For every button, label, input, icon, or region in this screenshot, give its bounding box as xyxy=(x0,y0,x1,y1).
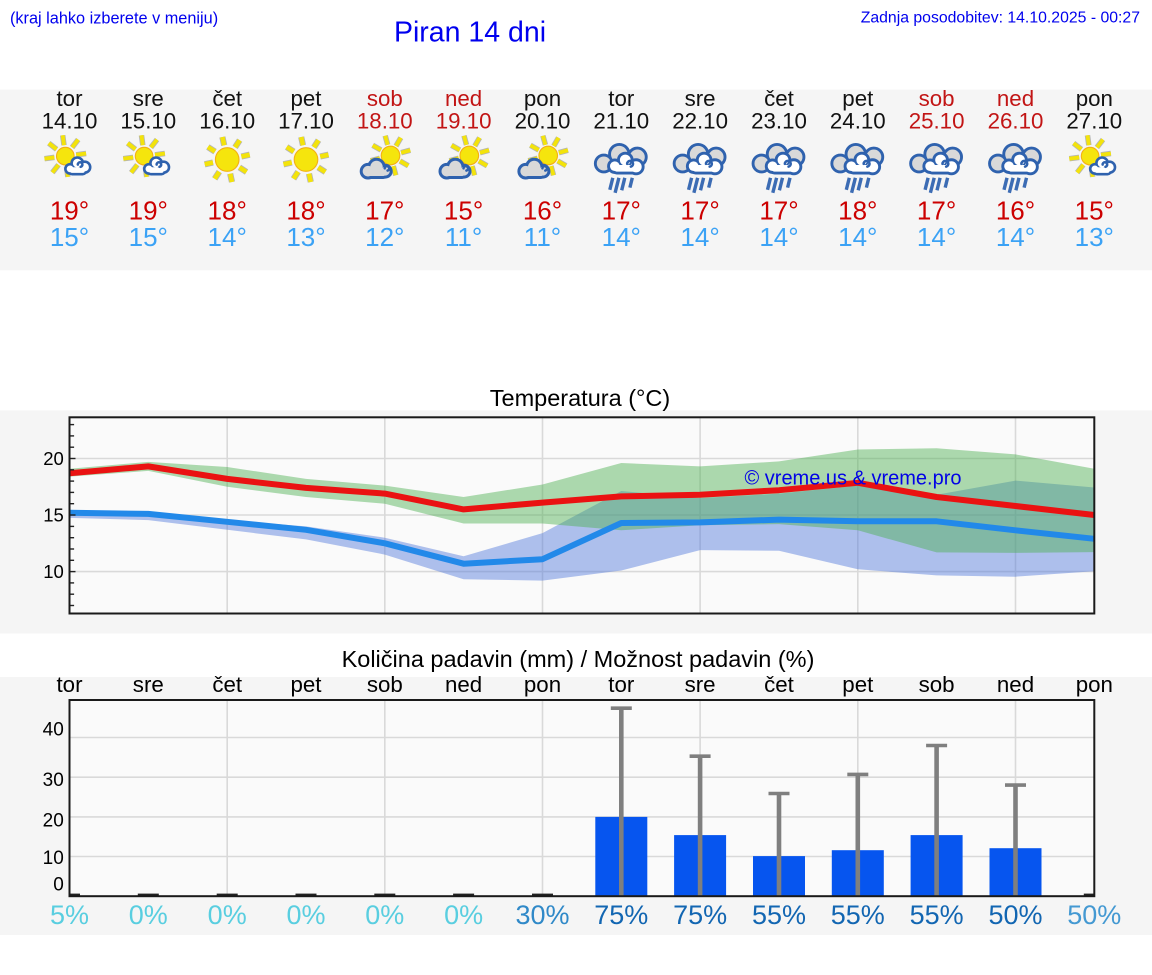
svg-text:17°: 17° xyxy=(365,196,404,226)
svg-text:25.10: 25.10 xyxy=(909,109,965,134)
svg-text:sob: sob xyxy=(919,86,955,111)
svg-text:ned: ned xyxy=(997,672,1034,697)
svg-text:14°: 14° xyxy=(917,222,956,252)
svg-text:16°: 16° xyxy=(996,196,1035,226)
svg-text:Temperatura (°C): Temperatura (°C) xyxy=(490,385,670,411)
svg-text:pet: pet xyxy=(842,672,874,697)
svg-text:55%: 55% xyxy=(910,900,964,930)
svg-text:14.10: 14.10 xyxy=(42,109,98,134)
svg-text:0%: 0% xyxy=(208,900,247,930)
svg-text:sre: sre xyxy=(685,86,716,111)
svg-text:Piran 14 dni: Piran 14 dni xyxy=(394,17,546,49)
svg-text:tor: tor xyxy=(608,86,635,111)
svg-text:18.10: 18.10 xyxy=(357,109,413,134)
svg-text:19°: 19° xyxy=(50,196,89,226)
svg-text:sre: sre xyxy=(685,672,716,697)
svg-text:0%: 0% xyxy=(365,900,404,930)
svg-text:(kraj lahko izberete v meniju): (kraj lahko izberete v meniju) xyxy=(10,10,218,28)
svg-text:pon: pon xyxy=(1076,86,1113,111)
svg-text:0%: 0% xyxy=(129,900,168,930)
svg-text:© vreme.us & vreme.pro: © vreme.us & vreme.pro xyxy=(744,468,961,490)
svg-text:14°: 14° xyxy=(996,222,1035,252)
svg-text:20: 20 xyxy=(43,811,64,832)
svg-text:0%: 0% xyxy=(286,900,325,930)
svg-text:15: 15 xyxy=(43,505,64,526)
svg-text:tor: tor xyxy=(56,672,83,697)
svg-text:30%: 30% xyxy=(515,900,569,930)
svg-text:11°: 11° xyxy=(445,222,482,252)
svg-text:19.10: 19.10 xyxy=(436,109,492,134)
svg-text:30: 30 xyxy=(43,770,64,791)
svg-text:14°: 14° xyxy=(602,222,641,252)
svg-text:čet: čet xyxy=(764,672,795,697)
svg-text:pon: pon xyxy=(524,672,561,697)
svg-text:17°: 17° xyxy=(759,196,798,226)
svg-text:20: 20 xyxy=(43,448,64,469)
svg-text:26.10: 26.10 xyxy=(988,109,1044,134)
svg-text:sre: sre xyxy=(133,672,164,697)
svg-text:40: 40 xyxy=(43,719,64,740)
svg-text:pon: pon xyxy=(1076,672,1113,697)
svg-text:18°: 18° xyxy=(838,196,877,226)
svg-text:pon: pon xyxy=(524,86,561,111)
svg-text:75%: 75% xyxy=(594,900,648,930)
svg-text:ned: ned xyxy=(445,86,482,111)
svg-text:Količina padavin (mm) / Možnos: Količina padavin (mm) / Možnost padavin … xyxy=(342,646,815,672)
svg-text:16°: 16° xyxy=(523,196,562,226)
svg-text:13°: 13° xyxy=(286,222,325,252)
svg-text:14°: 14° xyxy=(759,222,798,252)
svg-text:27.10: 27.10 xyxy=(1066,109,1122,134)
svg-text:50%: 50% xyxy=(1067,900,1121,930)
svg-text:čet: čet xyxy=(764,86,795,111)
svg-text:17°: 17° xyxy=(917,196,956,226)
svg-text:14°: 14° xyxy=(838,222,877,252)
svg-text:sob: sob xyxy=(919,672,955,697)
svg-text:tor: tor xyxy=(56,86,83,111)
svg-text:55%: 55% xyxy=(831,900,885,930)
svg-text:16.10: 16.10 xyxy=(199,109,255,134)
svg-text:20.10: 20.10 xyxy=(515,109,571,134)
svg-text:17.10: 17.10 xyxy=(278,109,334,134)
svg-text:17°: 17° xyxy=(680,196,719,226)
svg-text:5%: 5% xyxy=(50,900,89,930)
svg-text:ned: ned xyxy=(997,86,1034,111)
svg-text:15°: 15° xyxy=(444,196,483,226)
svg-text:sob: sob xyxy=(367,86,403,111)
svg-text:ned: ned xyxy=(445,672,482,697)
svg-text:čet: čet xyxy=(212,86,243,111)
svg-text:13°: 13° xyxy=(1075,222,1114,252)
svg-text:17°: 17° xyxy=(602,196,641,226)
svg-text:sob: sob xyxy=(367,672,403,697)
svg-text:22.10: 22.10 xyxy=(672,109,728,134)
svg-text:11°: 11° xyxy=(524,222,561,252)
svg-text:pet: pet xyxy=(291,86,323,111)
svg-text:15°: 15° xyxy=(1075,196,1114,226)
svg-text:15°: 15° xyxy=(129,222,168,252)
svg-text:23.10: 23.10 xyxy=(751,109,807,134)
svg-text:55%: 55% xyxy=(752,900,806,930)
svg-text:15°: 15° xyxy=(50,222,89,252)
svg-text:18°: 18° xyxy=(208,196,247,226)
svg-text:10: 10 xyxy=(43,561,64,582)
svg-text:pet: pet xyxy=(842,86,874,111)
svg-text:10: 10 xyxy=(43,848,64,869)
svg-text:75%: 75% xyxy=(673,900,727,930)
svg-text:50%: 50% xyxy=(988,900,1042,930)
svg-text:0: 0 xyxy=(53,875,64,896)
svg-text:21.10: 21.10 xyxy=(593,109,649,134)
svg-text:15.10: 15.10 xyxy=(120,109,176,134)
svg-text:tor: tor xyxy=(608,672,635,697)
svg-text:18°: 18° xyxy=(286,196,325,226)
svg-text:sre: sre xyxy=(133,86,164,111)
svg-text:14°: 14° xyxy=(680,222,719,252)
svg-text:0%: 0% xyxy=(444,900,483,930)
svg-text:14°: 14° xyxy=(208,222,247,252)
svg-text:Zadnja posodobitev: 14.10.2025: Zadnja posodobitev: 14.10.2025 - 00:27 xyxy=(861,10,1140,27)
svg-text:čet: čet xyxy=(212,672,243,697)
svg-text:19°: 19° xyxy=(129,196,168,226)
svg-text:12°: 12° xyxy=(365,222,404,252)
svg-text:pet: pet xyxy=(291,672,323,697)
svg-text:24.10: 24.10 xyxy=(830,109,886,134)
